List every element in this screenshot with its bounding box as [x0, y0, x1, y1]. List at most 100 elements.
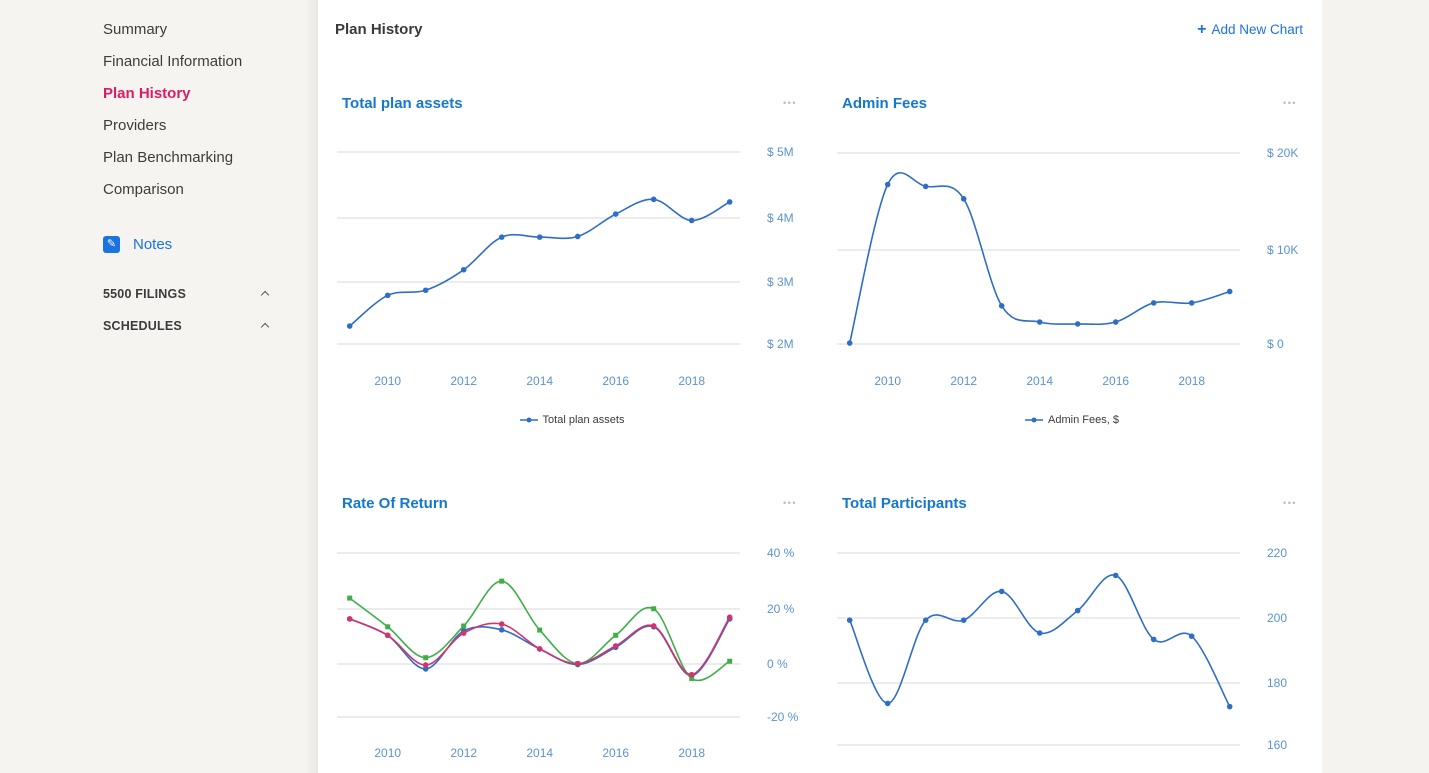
- data-point[interactable]: [346, 616, 353, 622]
- y-tick-label: 160: [1267, 738, 1287, 752]
- data-point[interactable]: [922, 617, 929, 623]
- data-point[interactable]: [1036, 630, 1043, 636]
- sidebar-item-notes[interactable]: ✎ Notes: [103, 228, 318, 260]
- plus-icon: +: [1197, 20, 1207, 38]
- data-point[interactable]: [1112, 319, 1119, 325]
- sidebar-item-plan-history[interactable]: Plan History: [103, 85, 191, 102]
- data-point[interactable]: [385, 624, 391, 630]
- data-point[interactable]: [884, 700, 891, 707]
- data-point[interactable]: [537, 627, 543, 633]
- data-point[interactable]: [688, 217, 695, 224]
- legend-label: Total plan assets: [542, 414, 625, 426]
- data-point[interactable]: [1074, 321, 1081, 327]
- data-point[interactable]: [422, 662, 429, 668]
- sidebar-section-5500-filings[interactable]: 5500 FILINGS: [103, 278, 270, 310]
- data-point[interactable]: [922, 183, 929, 190]
- data-point[interactable]: [1036, 319, 1043, 325]
- data-point[interactable]: [884, 181, 891, 188]
- data-point[interactable]: [498, 627, 505, 633]
- data-point[interactable]: [846, 617, 853, 623]
- x-tick-label: 2014: [526, 374, 553, 388]
- data-point[interactable]: [498, 621, 505, 627]
- sidebar-item-providers[interactable]: Providers: [103, 117, 167, 134]
- data-point[interactable]: [1188, 633, 1195, 639]
- chart-title: Rate Of Return: [342, 495, 448, 512]
- chart-plot: $ 20K $ 10K $ 0 2010 2012 2014 2016 2018: [837, 146, 1298, 388]
- data-point[interactable]: [536, 646, 543, 652]
- data-point[interactable]: [384, 632, 391, 639]
- data-point[interactable]: [498, 234, 505, 240]
- data-point[interactable]: [347, 595, 353, 601]
- sidebar-item-financial-information[interactable]: Financial Information: [103, 53, 243, 70]
- chart-card-rate-of-return: Rate Of Return ••• 40 % 20 % 0 % -20 % 2010 2…: [337, 495, 807, 773]
- data-point[interactable]: [689, 675, 695, 681]
- sidebar-section-schedules[interactable]: SCHEDULES: [103, 310, 270, 342]
- data-point[interactable]: [423, 655, 429, 661]
- data-point[interactable]: [846, 340, 853, 346]
- data-point[interactable]: [1074, 607, 1081, 614]
- data-point[interactable]: [536, 234, 543, 240]
- data-point[interactable]: [650, 196, 657, 203]
- data-point[interactable]: [612, 211, 619, 217]
- data-point[interactable]: [651, 606, 657, 612]
- data-point[interactable]: [960, 617, 967, 623]
- x-tick-label: 2012: [450, 374, 477, 388]
- data-point[interactable]: [499, 578, 505, 584]
- data-point[interactable]: [1226, 288, 1233, 295]
- chart-legend: Admin Fees, $: [837, 414, 1307, 426]
- add-new-chart-label: Add New Chart: [1211, 22, 1303, 37]
- chart-card-admin-fees: Admin Fees ••• $ 20K $ 10K $ 0 2010 2012 2014…: [837, 95, 1307, 426]
- y-tick-label: 200: [1267, 611, 1287, 625]
- ellipsis-menu-icon[interactable]: •••: [1283, 98, 1297, 108]
- data-point[interactable]: [613, 632, 619, 638]
- add-new-chart-button[interactable]: + Add New Chart: [1197, 20, 1303, 38]
- legend-item[interactable]: Admin Fees, $: [1025, 414, 1119, 426]
- ellipsis-menu-icon[interactable]: •••: [1283, 498, 1297, 508]
- sidebar-item-comparison[interactable]: Comparison: [103, 181, 184, 198]
- data-point[interactable]: [461, 623, 467, 629]
- data-point[interactable]: [1150, 300, 1157, 306]
- legend-marker-icon: [1025, 417, 1044, 423]
- chevron-up-icon: [260, 290, 270, 298]
- data-point[interactable]: [612, 643, 619, 649]
- ellipsis-menu-icon[interactable]: •••: [783, 498, 797, 508]
- data-point[interactable]: [726, 199, 733, 205]
- data-point[interactable]: [998, 303, 1005, 309]
- sidebar: Summary Financial Information Plan Histo…: [0, 0, 318, 773]
- pencil-icon: ✎: [103, 235, 120, 253]
- chevron-up-icon: [260, 322, 270, 330]
- sidebar-item-summary[interactable]: Summary: [103, 21, 168, 38]
- data-point[interactable]: [422, 287, 429, 294]
- data-point[interactable]: [422, 666, 429, 672]
- data-point[interactable]: [998, 588, 1005, 595]
- x-tick-label: 2016: [602, 746, 629, 760]
- section-label: 5500 FILINGS: [103, 287, 186, 301]
- chart-card-total-participants: Total Participants ••• 220 200 180 160: [837, 495, 1307, 773]
- data-point[interactable]: [1112, 572, 1119, 579]
- data-point[interactable]: [384, 292, 391, 299]
- data-point[interactable]: [574, 233, 581, 240]
- data-point[interactable]: [574, 660, 581, 667]
- main-panel: Plan History + Add New Chart Total plan …: [318, 0, 1322, 773]
- ellipsis-menu-icon[interactable]: •••: [783, 98, 797, 108]
- x-tick-label: 2010: [374, 746, 401, 760]
- y-tick-label: 40 %: [767, 546, 795, 560]
- data-point[interactable]: [460, 630, 467, 636]
- x-tick-label: 2012: [450, 746, 477, 760]
- legend-item[interactable]: Total plan assets: [519, 414, 625, 426]
- chart-legend: Total plan assets: [337, 414, 807, 426]
- data-point[interactable]: [1226, 703, 1233, 710]
- data-point[interactable]: [650, 623, 657, 629]
- data-point[interactable]: [688, 671, 695, 678]
- data-point[interactable]: [460, 266, 467, 273]
- chart-plot: 220 200 180 160: [837, 546, 1287, 752]
- page-title: Plan History: [335, 21, 423, 38]
- sidebar-item-plan-benchmarking[interactable]: Plan Benchmarking: [103, 149, 234, 166]
- data-point[interactable]: [727, 658, 733, 664]
- x-tick-label: 2012: [950, 374, 977, 388]
- data-point[interactable]: [726, 614, 733, 621]
- data-point[interactable]: [346, 323, 353, 329]
- data-point[interactable]: [1188, 300, 1195, 306]
- data-point[interactable]: [960, 196, 967, 202]
- data-point[interactable]: [1150, 636, 1157, 643]
